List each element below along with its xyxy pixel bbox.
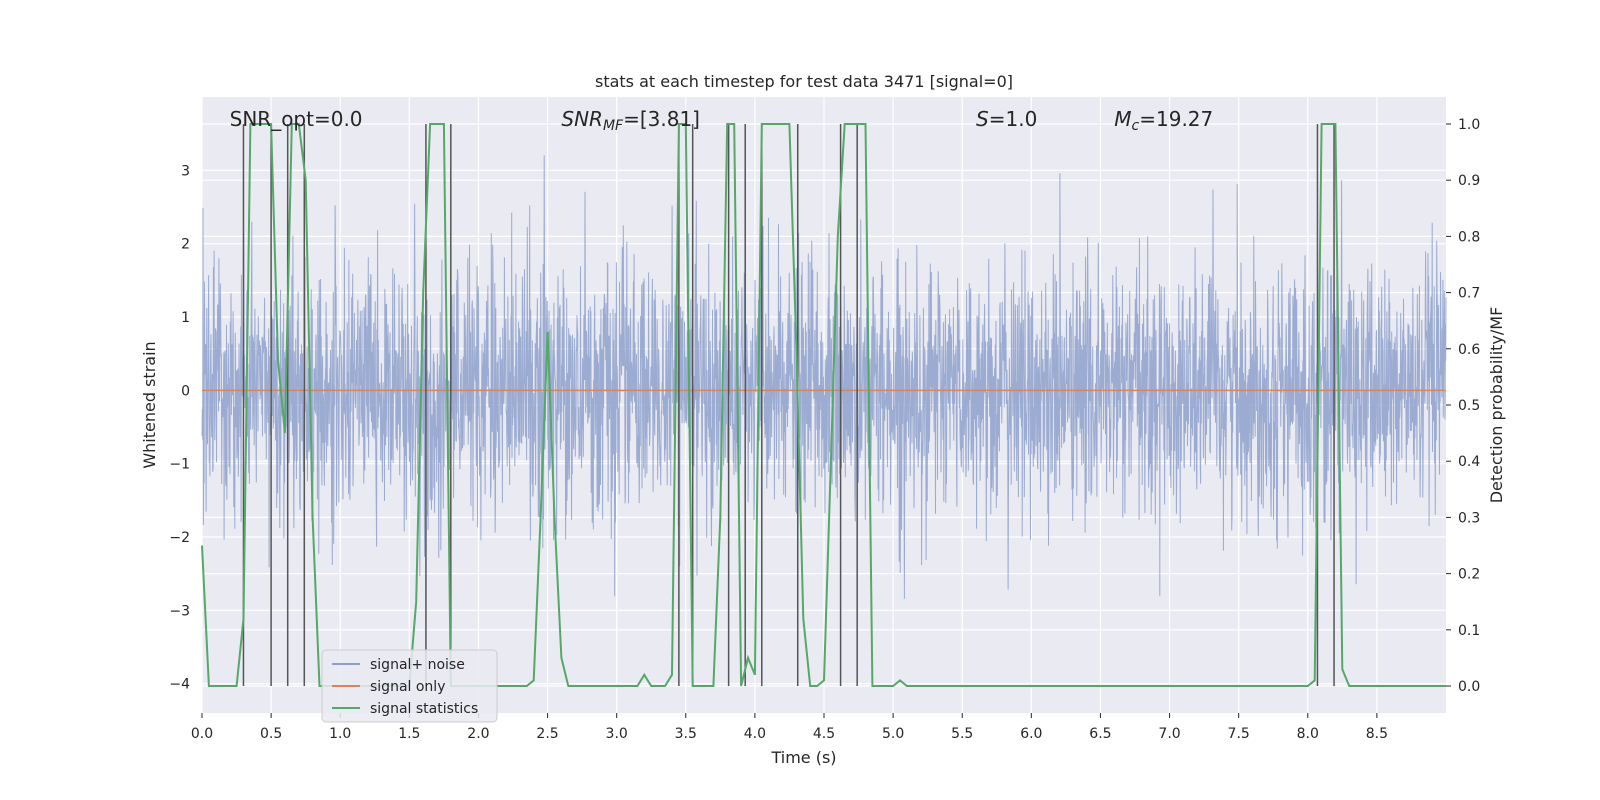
- x-axis-ticks: 0.0 0.5 1.0 1.5 2.0 2.5 3.0 3.5 4.0 4.5 5.0 5.5 6.0 6…: [191, 713, 1388, 742]
- x-tick-label: 3.0: [606, 726, 628, 742]
- chart-title: stats at each timestep for test data 347…: [595, 72, 1013, 91]
- x-tick-label: 3.5: [675, 726, 697, 742]
- legend-box: [321, 649, 498, 723]
- legend: signal+ noise signal only signal statistic…: [321, 649, 498, 723]
- signal-statistics-series: [201, 123, 1446, 687]
- x-tick-label: 2.0: [467, 726, 489, 742]
- x-tick-label: 6.5: [1089, 726, 1111, 742]
- y-left-tick-label: 3: [181, 163, 190, 179]
- x-tick-label: 8.0: [1297, 726, 1319, 742]
- x-tick-label: 5.5: [951, 726, 973, 742]
- x-axis-label: Time (s): [770, 748, 836, 767]
- y-right-tick-label: 0.8: [1458, 229, 1480, 245]
- x-tick-label: 5.0: [882, 726, 904, 742]
- y-axis-right-label: Detection probability/MF: [1487, 307, 1506, 504]
- y-right-tick-label: 0.5: [1458, 398, 1480, 414]
- x-tick-label: 1.0: [329, 726, 351, 742]
- x-tick-label: 2.5: [536, 726, 558, 742]
- annotations: SNR_opt=0.0 SNRMF=[3.81] S=1.0 Mc=19.27: [230, 107, 1214, 134]
- annotation: Mc=19.27: [1114, 107, 1213, 134]
- legend-label: signal statistics: [370, 701, 478, 717]
- y-right-tick-label: 0.7: [1458, 286, 1480, 302]
- y-left-tick-label: 2: [181, 237, 190, 253]
- legend-label: signal only: [370, 679, 445, 695]
- y-left-tick-label: 1: [181, 310, 190, 326]
- annotation: SNR_opt=0.0: [230, 107, 363, 131]
- signal-statistics-line: [201, 123, 1446, 687]
- y-right-tick-label: 0.2: [1458, 567, 1480, 583]
- y-left-tick-label: −2: [169, 530, 190, 546]
- y-right-tick-label: 0.9: [1458, 173, 1480, 189]
- x-tick-label: 7.0: [1158, 726, 1180, 742]
- annotation: S=1.0: [976, 107, 1037, 131]
- y-left-tick-label: −1: [169, 457, 190, 473]
- y-axis-left-label: Whitened strain: [140, 341, 159, 468]
- y-right-tick-label: 0.1: [1458, 623, 1480, 639]
- y-right-tick-label: 0.6: [1458, 342, 1480, 358]
- x-tick-label: 0.0: [191, 726, 213, 742]
- y-left-tick-label: 0: [181, 383, 190, 399]
- x-tick-label: 8.5: [1366, 726, 1388, 742]
- y-axis-right-ticks: 0.0 0.1 0.2 0.3 0.4 0.5 0.6 0.7 0.8 0.9 1.0: [1446, 117, 1480, 695]
- x-tick-label: 1.5: [398, 726, 420, 742]
- y-right-tick-label: 1.0: [1458, 117, 1480, 133]
- x-tick-label: 4.5: [813, 726, 835, 742]
- x-tick-label: 4.0: [744, 726, 766, 742]
- y-left-tick-label: −4: [169, 677, 190, 693]
- y-axis-left-ticks: −4 −3 −2 −1 0 1 2 3: [169, 163, 190, 692]
- y-left-tick-label: −3: [169, 603, 190, 619]
- x-tick-label: 0.5: [260, 726, 282, 742]
- x-tick-label: 7.5: [1228, 726, 1250, 742]
- y-right-tick-label: 0.0: [1458, 679, 1480, 695]
- y-right-tick-label: 0.4: [1458, 454, 1480, 470]
- annotation: SNRMF=[3.81]: [561, 107, 700, 134]
- noise-line: [201, 155, 1447, 599]
- x-tick-label: 6.0: [1020, 726, 1042, 742]
- legend-label: signal+ noise: [370, 657, 465, 673]
- noise-series: [201, 155, 1447, 599]
- y-right-tick-label: 0.3: [1458, 510, 1480, 526]
